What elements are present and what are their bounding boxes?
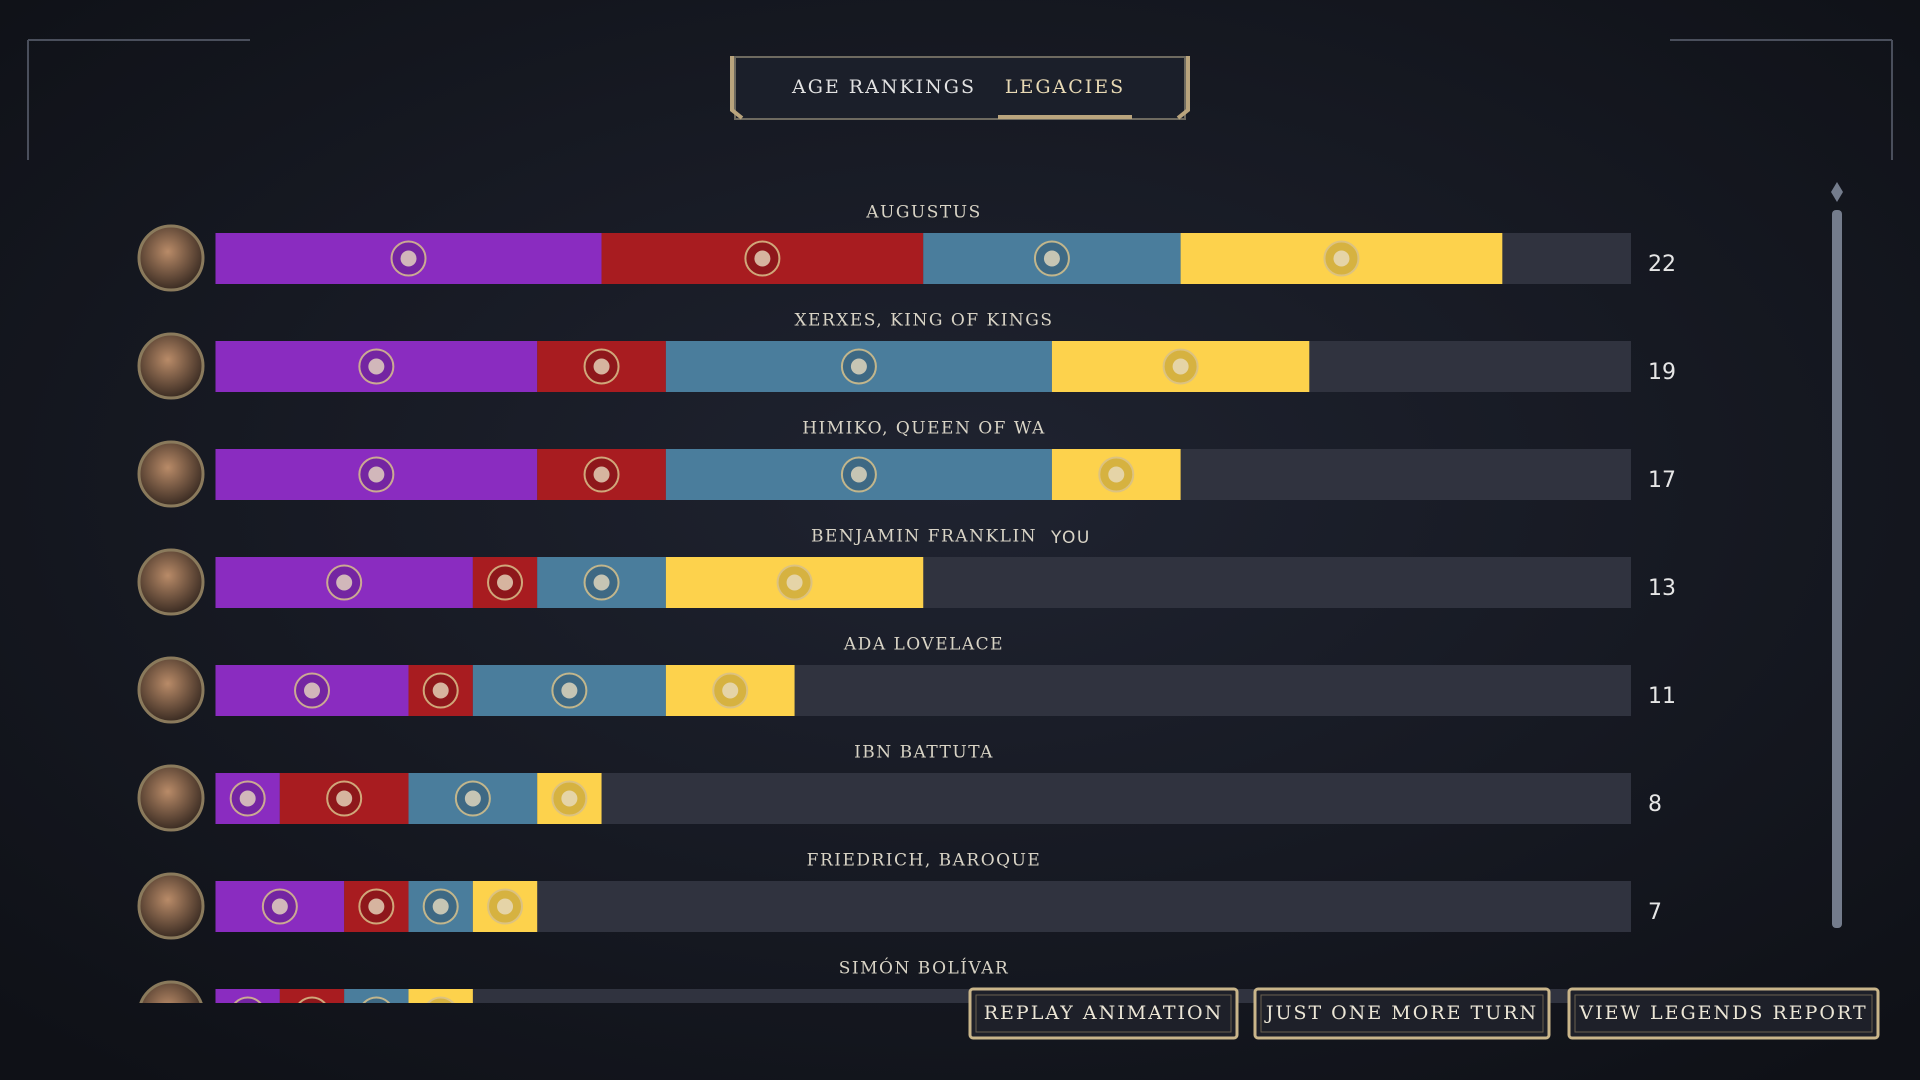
legacy-icon-core	[1108, 466, 1125, 483]
legacy-icon-core	[561, 682, 578, 699]
tab-frame	[734, 56, 1186, 120]
button[interactable]	[968, 987, 1239, 1040]
legacy-icon	[233, 996, 262, 1003]
score: 19	[1648, 360, 1676, 385]
tab[interactable]: AGE RANKINGS	[791, 76, 976, 98]
leader-portrait	[139, 980, 203, 1003]
button[interactable]	[1253, 987, 1551, 1040]
button-inner	[975, 994, 1232, 1033]
score: 7	[1648, 900, 1662, 925]
player-tag: YOU	[1050, 528, 1091, 548]
leader-name: XERXES, KING OF KINGS	[794, 311, 1053, 331]
legacy-icon	[426, 996, 455, 1003]
legacy-icon-core	[850, 466, 867, 483]
leader-portrait	[137, 440, 205, 508]
button-inner	[1574, 994, 1873, 1033]
button-inner	[1260, 994, 1544, 1033]
tab[interactable]: LEGACIES	[1005, 76, 1125, 98]
tab-underline	[998, 115, 1132, 119]
legacy-icon-core	[786, 574, 803, 591]
leader-name: BENJAMIN FRANKLIN	[811, 527, 1037, 547]
legacy-icon-core	[432, 898, 449, 915]
rankings-list: AUGUSTUS 22 XERXES, KING OF KINGS 19 HIMIKO,…	[137, 203, 1676, 1003]
button-bar: REPLAY ANIMATION JUST ONE MORE TURN VIEW L…	[968, 987, 1880, 1040]
score: 17	[1648, 468, 1676, 493]
legacy-icon-core	[400, 250, 417, 267]
legacy-icon-core	[239, 790, 256, 807]
legacy-segment	[344, 989, 409, 1003]
scroll-ornament	[1831, 182, 1843, 202]
legacy-icon-core	[722, 682, 739, 699]
legacy-icon-core	[593, 574, 610, 591]
button[interactable]	[1567, 987, 1880, 1040]
leader-portrait	[137, 764, 205, 832]
leader-name: HIMIKO, QUEEN OF WA	[802, 419, 1046, 439]
score: 13	[1648, 576, 1676, 601]
legacy-segment	[215, 989, 280, 1003]
legacy-icon-core	[593, 466, 610, 483]
button-label[interactable]: JUST ONE MORE TURN	[1264, 1002, 1538, 1024]
legacy-icon-core	[1043, 250, 1060, 267]
legacy-icon-core	[850, 358, 867, 375]
legacy-segment	[279, 989, 345, 1003]
legacy-icon-core	[561, 790, 578, 807]
score: 8	[1648, 792, 1662, 817]
tab-frame-ornament	[730, 56, 1190, 120]
leader-portrait	[137, 656, 205, 724]
legacy-icon-core	[432, 682, 449, 699]
score: 22	[1648, 252, 1676, 277]
legacy-icon-core	[497, 574, 514, 591]
leader-portrait	[137, 224, 205, 292]
legacy-icon-core	[464, 790, 481, 807]
legacy-icon	[362, 996, 391, 1003]
button-label[interactable]: VIEW LEGENDS REPORT	[1578, 1002, 1867, 1024]
legacy-icon-core	[368, 466, 385, 483]
scrollbar[interactable]	[1832, 210, 1842, 928]
legacy-icon	[298, 996, 326, 1003]
legacy-icon-core	[304, 682, 321, 699]
leader-portrait	[137, 332, 205, 400]
legacy-icon-core	[754, 250, 771, 267]
leader-name: ADA LOVELACE	[843, 635, 1004, 655]
leader-portrait	[137, 872, 205, 940]
legacy-icon-core	[593, 358, 610, 375]
legacy-icon-core	[368, 898, 385, 915]
legacy-icon-core	[1333, 250, 1350, 267]
legacy-icon-core	[497, 898, 514, 915]
tab-bar: AGE RANKINGS LEGACIES	[730, 56, 1190, 120]
leader-name: AUGUSTUS	[865, 203, 981, 223]
frame-ornament	[27, 39, 1893, 160]
legacy-icon-core	[1172, 358, 1189, 375]
leader-portrait	[137, 548, 205, 616]
legacy-icon-core	[368, 358, 385, 375]
legacy-segment	[408, 989, 473, 1003]
score: 11	[1648, 684, 1676, 709]
legacy-icon-core	[336, 790, 353, 807]
leader-name: SIMÓN BOLÍVAR	[839, 958, 1009, 979]
legacy-icon-core	[271, 898, 288, 915]
button-label[interactable]: REPLAY ANIMATION	[984, 1002, 1223, 1024]
leader-name: FRIEDRICH, BAROQUE	[807, 851, 1042, 871]
legacy-icon-core	[336, 574, 353, 591]
leader-name: IBN BATTUTA	[854, 743, 994, 763]
